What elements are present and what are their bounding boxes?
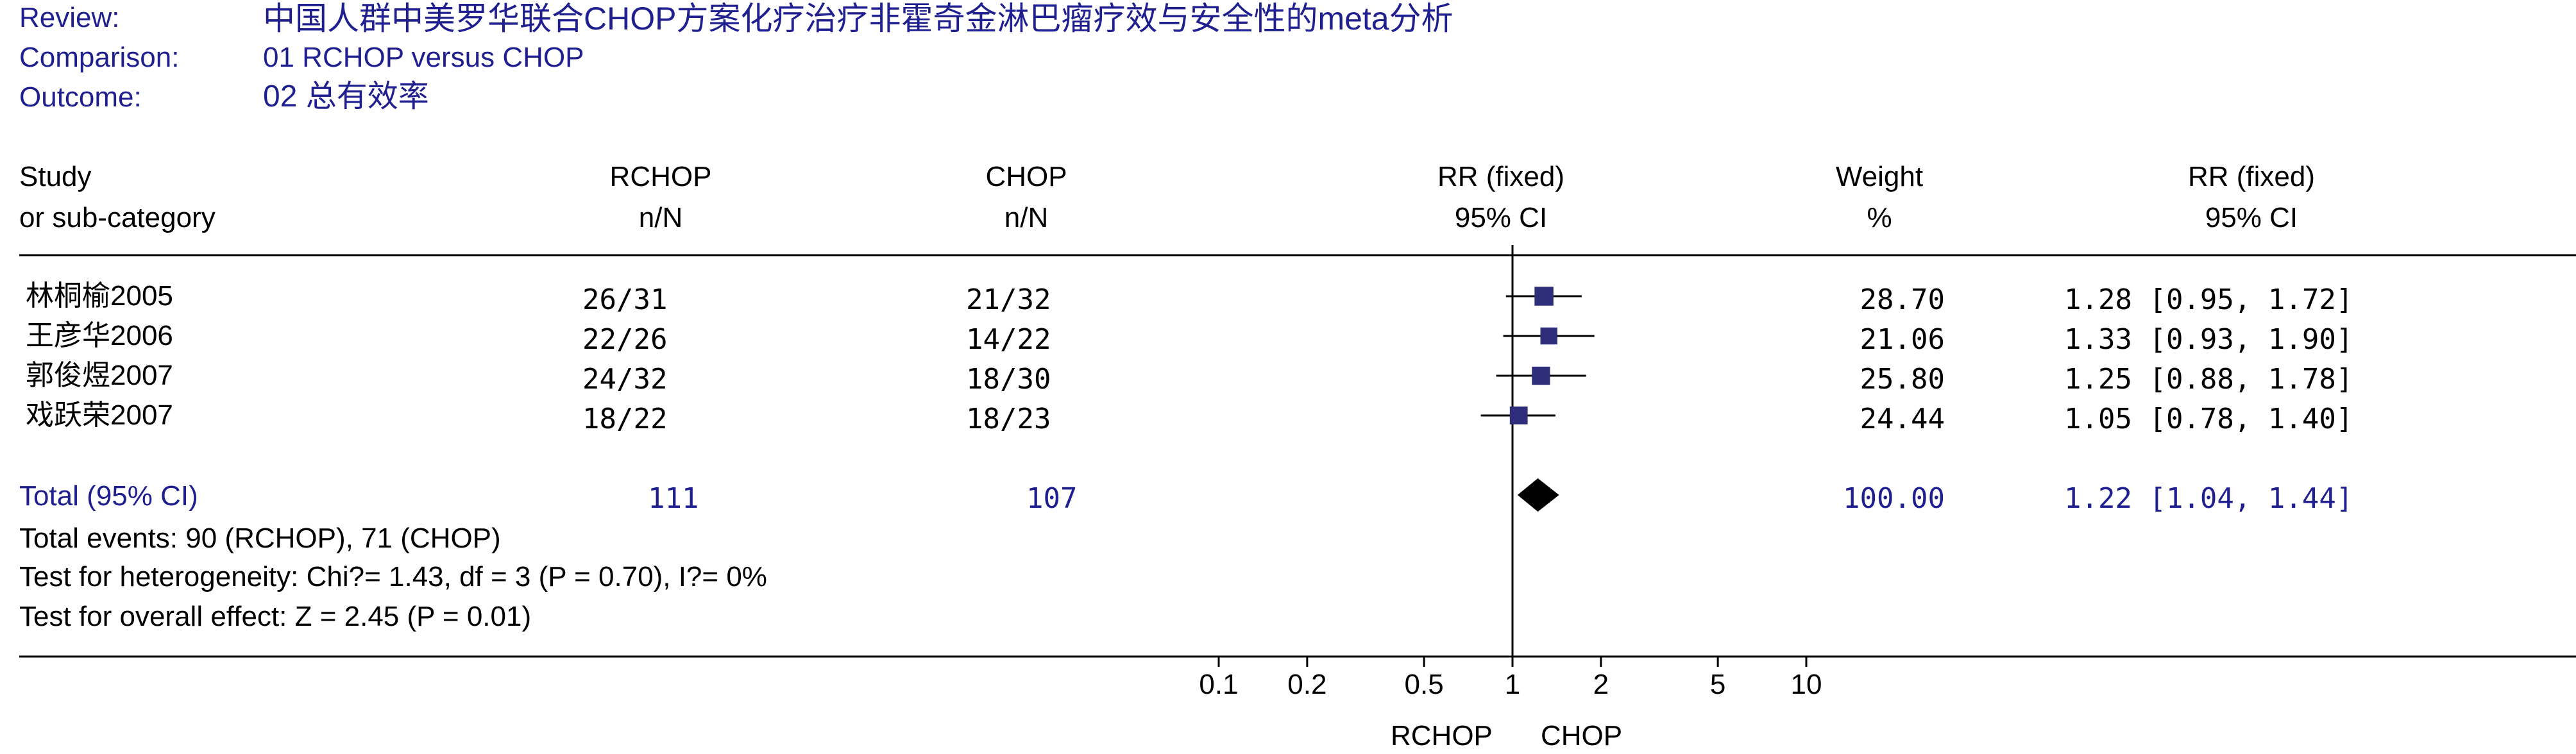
study-weight-3: 25.80 [1860, 363, 1945, 396]
overall-effect-note: Test for overall effect: Z = 2.45 (P = 0… [19, 601, 532, 632]
axis-tick-label: 1 [1505, 669, 1520, 700]
total-weight: 100.00 [1843, 482, 1945, 515]
axis-tick-label: 0.2 [1287, 669, 1326, 700]
comparison-label: Comparison: [19, 42, 180, 73]
review-label: Review: [19, 2, 120, 33]
axis-tick-label: 0.1 [1199, 669, 1238, 700]
total-chop: 107 [1026, 482, 1078, 515]
study-name-3: 郭俊煜2007 [26, 360, 173, 391]
axis-tick-label: 0.5 [1405, 669, 1444, 700]
col-rr-text-subheader: 95% CI [2205, 202, 2298, 233]
study-weight-2: 21.06 [1860, 323, 1945, 356]
study-point [1532, 366, 1550, 385]
col-study-subheader: or sub-category [19, 202, 216, 233]
col-rr-text-header: RR (fixed) [2187, 161, 2316, 192]
study-point [1534, 287, 1554, 306]
study-rchop-3: 24/32 [582, 363, 668, 396]
study-weight-1: 28.70 [1860, 283, 1945, 316]
col-rr-plot-header: RR (fixed) [1437, 161, 1565, 192]
study-name-2: 王彦华2006 [26, 320, 173, 351]
axis-tick-label: 10 [1791, 669, 1822, 700]
review-title: 中国人群中美罗华联合CHOP方案化疗治疗非霍奇金淋巴瘤疗效与安全性的meta分析 [263, 1, 1453, 37]
study-name-4: 戏跃荣2007 [26, 399, 173, 431]
col-weight-subheader: % [1867, 202, 1892, 233]
total-rr-text: 1.22 [1.04, 1.44] [2064, 482, 2353, 515]
col-chop-subheader: n/N [1004, 202, 1049, 233]
heterogeneity-note: Test for heterogeneity: Chi?= 1.43, df =… [19, 561, 767, 592]
axis-left-label: RCHOP [1391, 720, 1493, 751]
axis-tick-label: 5 [1710, 669, 1725, 700]
study-point [1540, 327, 1557, 345]
col-chop-header: CHOP [985, 161, 1067, 192]
study-rr-text-1: 1.28 [0.95, 1.72] [2064, 283, 2353, 316]
col-rchop-header: RCHOP [609, 161, 712, 192]
total-events-note: Total events: 90 (RCHOP), 71 (CHOP) [19, 523, 501, 554]
study-chop-3: 18/30 [966, 363, 1051, 396]
col-study-header: Study [19, 161, 92, 192]
outcome-value: 02 总有效率 [263, 80, 429, 113]
col-rchop-subheader: n/N [638, 202, 683, 233]
study-weight-4: 24.44 [1860, 403, 1945, 435]
study-chop-1: 21/32 [966, 283, 1051, 316]
pooled-diamond [1517, 478, 1559, 512]
study-name-1: 林桐榆2005 [26, 280, 173, 312]
study-rchop-1: 26/31 [582, 283, 668, 316]
study-rr-text-4: 1.05 [0.78, 1.40] [2064, 403, 2353, 435]
study-point [1509, 406, 1528, 424]
col-weight-header: Weight [1835, 161, 1924, 192]
study-rr-text-3: 1.25 [0.88, 1.78] [2064, 363, 2353, 396]
total-rchop: 111 [648, 482, 699, 515]
study-rchop-4: 18/22 [582, 403, 668, 435]
outcome-label: Outcome: [19, 81, 142, 113]
col-rr-plot-subheader: 95% CI [1454, 202, 1548, 233]
study-rr-text-2: 1.33 [0.93, 1.90] [2064, 323, 2353, 356]
axis-tick-label: 2 [1593, 669, 1609, 700]
study-chop-4: 18/23 [966, 403, 1051, 435]
total-label: Total (95% CI) [19, 480, 198, 512]
study-rchop-2: 22/26 [582, 323, 668, 356]
comparison-value: 01 RCHOP versus CHOP [263, 42, 584, 73]
axis-right-label: CHOP [1541, 720, 1623, 751]
study-chop-2: 14/22 [966, 323, 1051, 356]
